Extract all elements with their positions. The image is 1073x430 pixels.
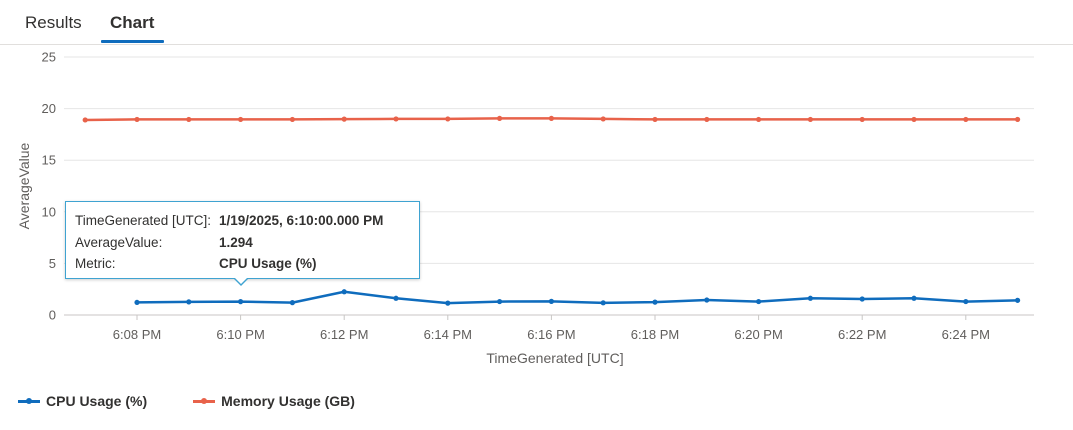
legend-swatch-memory: [193, 397, 216, 404]
x-tick-label: 6:10 PM: [216, 327, 264, 342]
data-point-cpu: [600, 300, 606, 306]
tooltip-row-value: AverageValue: 1.294: [75, 235, 253, 250]
tooltip-key: Metric:: [75, 256, 116, 271]
data-point-memory: [807, 116, 814, 123]
data-point-memory: [445, 116, 451, 122]
data-point-cpu: [1015, 297, 1021, 303]
data-point-memory: [548, 115, 555, 122]
data-point-memory: [82, 117, 88, 123]
data-point-memory: [497, 115, 503, 122]
tooltip-key: AverageValue:: [75, 235, 163, 250]
x-tick-label: 6:08 PM: [113, 327, 161, 342]
data-tooltip: TimeGenerated [UTC]: 1/19/2025, 6:10:00.0…: [65, 201, 420, 279]
y-tick-label: 5: [49, 256, 56, 271]
tooltip-key: TimeGenerated [UTC]:: [75, 213, 212, 228]
data-point-cpu: [289, 300, 295, 306]
data-point-memory: [756, 116, 762, 123]
x-axis-ticks: 6:08 PM 6:10 PM 6:12 PM 6:14 PM 6:16 PM 6:18 …: [113, 315, 990, 342]
x-tick-label: 6:12 PM: [320, 327, 368, 342]
tooltip-value: 1/19/2025, 6:10:00.000 PM: [219, 213, 384, 228]
tooltip-row-metric: Metric: CPU Usage (%): [75, 256, 317, 271]
data-point-cpu: [393, 295, 399, 301]
legend-swatch-cpu: [18, 397, 40, 404]
series-line-cpu: [136, 290, 1018, 305]
data-point-cpu: [445, 300, 451, 306]
data-point-cpu: [911, 295, 917, 301]
tooltip-pointer: [233, 277, 249, 286]
data-point-cpu: [341, 289, 347, 295]
data-point-cpu: [963, 298, 969, 305]
y-tick-label: 20: [42, 101, 56, 116]
y-tick-label: 25: [42, 50, 56, 65]
tooltip-value: 1.294: [219, 235, 253, 250]
y-tick-label: 0: [49, 308, 56, 323]
y-tick-label: 10: [42, 204, 56, 219]
data-point-memory: [704, 116, 710, 123]
legend-label-memory: Memory Usage (GB): [221, 393, 355, 409]
data-point-cpu: [859, 296, 865, 302]
legend-item-cpu[interactable]: CPU Usage (%): [18, 393, 147, 409]
legend-item-memory[interactable]: Memory Usage (GB): [193, 393, 355, 409]
data-point-memory: [1015, 116, 1021, 123]
tab-results[interactable]: Results: [25, 13, 82, 32]
x-axis-title: TimeGenerated [UTC]: [486, 350, 623, 366]
data-point-memory: [600, 116, 606, 122]
data-point-memory: [911, 116, 917, 123]
x-tick-label: 6:16 PM: [527, 327, 575, 342]
x-tick-label: 6:24 PM: [942, 327, 990, 342]
data-point-memory: [652, 116, 658, 123]
x-tick-label: 6:18 PM: [631, 327, 679, 342]
data-point-memory: [289, 116, 295, 123]
legend-label-cpu: CPU Usage (%): [46, 393, 148, 409]
data-point-cpu: [186, 299, 192, 305]
data-point-memory: [859, 116, 865, 123]
series-layer: [82, 115, 1021, 306]
tooltip-row-time: TimeGenerated [UTC]: 1/19/2025, 6:10:00.0…: [75, 213, 383, 228]
data-point-cpu: [807, 295, 814, 301]
data-point-cpu: [756, 298, 762, 305]
tooltip-value: CPU Usage (%): [219, 256, 317, 271]
active-tab-indicator: [101, 40, 164, 43]
x-tick-label: 6:22 PM: [838, 327, 886, 342]
x-tick-label: 6:14 PM: [424, 327, 472, 342]
data-point-cpu: [548, 298, 555, 304]
chart-legend: CPU Usage (%) Memory Usage (GB): [18, 391, 401, 411]
data-point-memory: [341, 116, 347, 122]
y-tick-label: 15: [42, 153, 56, 168]
tab-chart[interactable]: Chart: [110, 13, 155, 32]
y-axis-title: AverageValue: [16, 142, 32, 229]
data-point-memory: [963, 116, 969, 123]
data-point-memory: [393, 116, 399, 122]
tab-bar: Results Chart: [0, 0, 1073, 45]
x-tick-label: 6:20 PM: [734, 327, 782, 342]
y-axis-ticks: 0 5 10 15 20 25: [42, 50, 56, 323]
data-point-cpu: [134, 299, 140, 306]
data-point-cpu: [704, 297, 710, 303]
data-point-cpu: [238, 299, 244, 305]
data-point-memory: [238, 116, 244, 123]
data-point-cpu: [497, 298, 503, 305]
data-point-memory: [186, 116, 192, 123]
data-point-memory: [134, 116, 140, 123]
data-point-cpu: [652, 299, 658, 305]
